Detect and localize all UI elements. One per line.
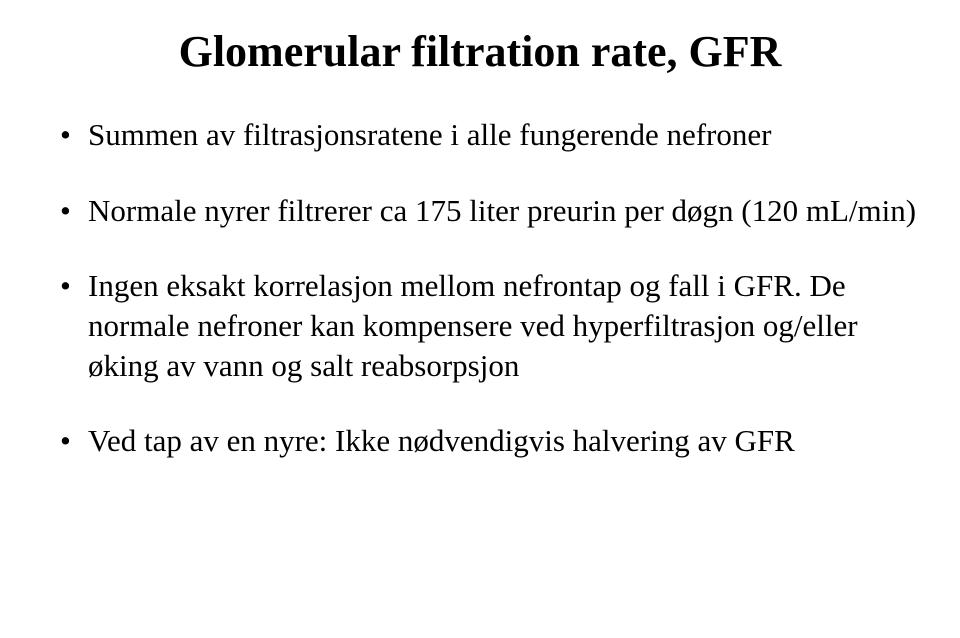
bullet-item: Ved tap av en nyre: Ikke nødvendigvis ha… [60, 421, 920, 461]
slide-container: Glomerular filtration rate, GFR Summen a… [0, 0, 960, 638]
bullet-item: Summen av filtrasjonsratene i alle funge… [60, 115, 920, 155]
bullet-item: Ingen eksakt korrelasjon mellom nefronta… [60, 266, 920, 385]
bullet-item: Normale nyrer filtrerer ca 175 liter pre… [60, 191, 920, 231]
bullet-list: Summen av filtrasjonsratene i alle funge… [60, 115, 920, 461]
slide-title: Glomerular filtration rate, GFR [40, 26, 920, 77]
